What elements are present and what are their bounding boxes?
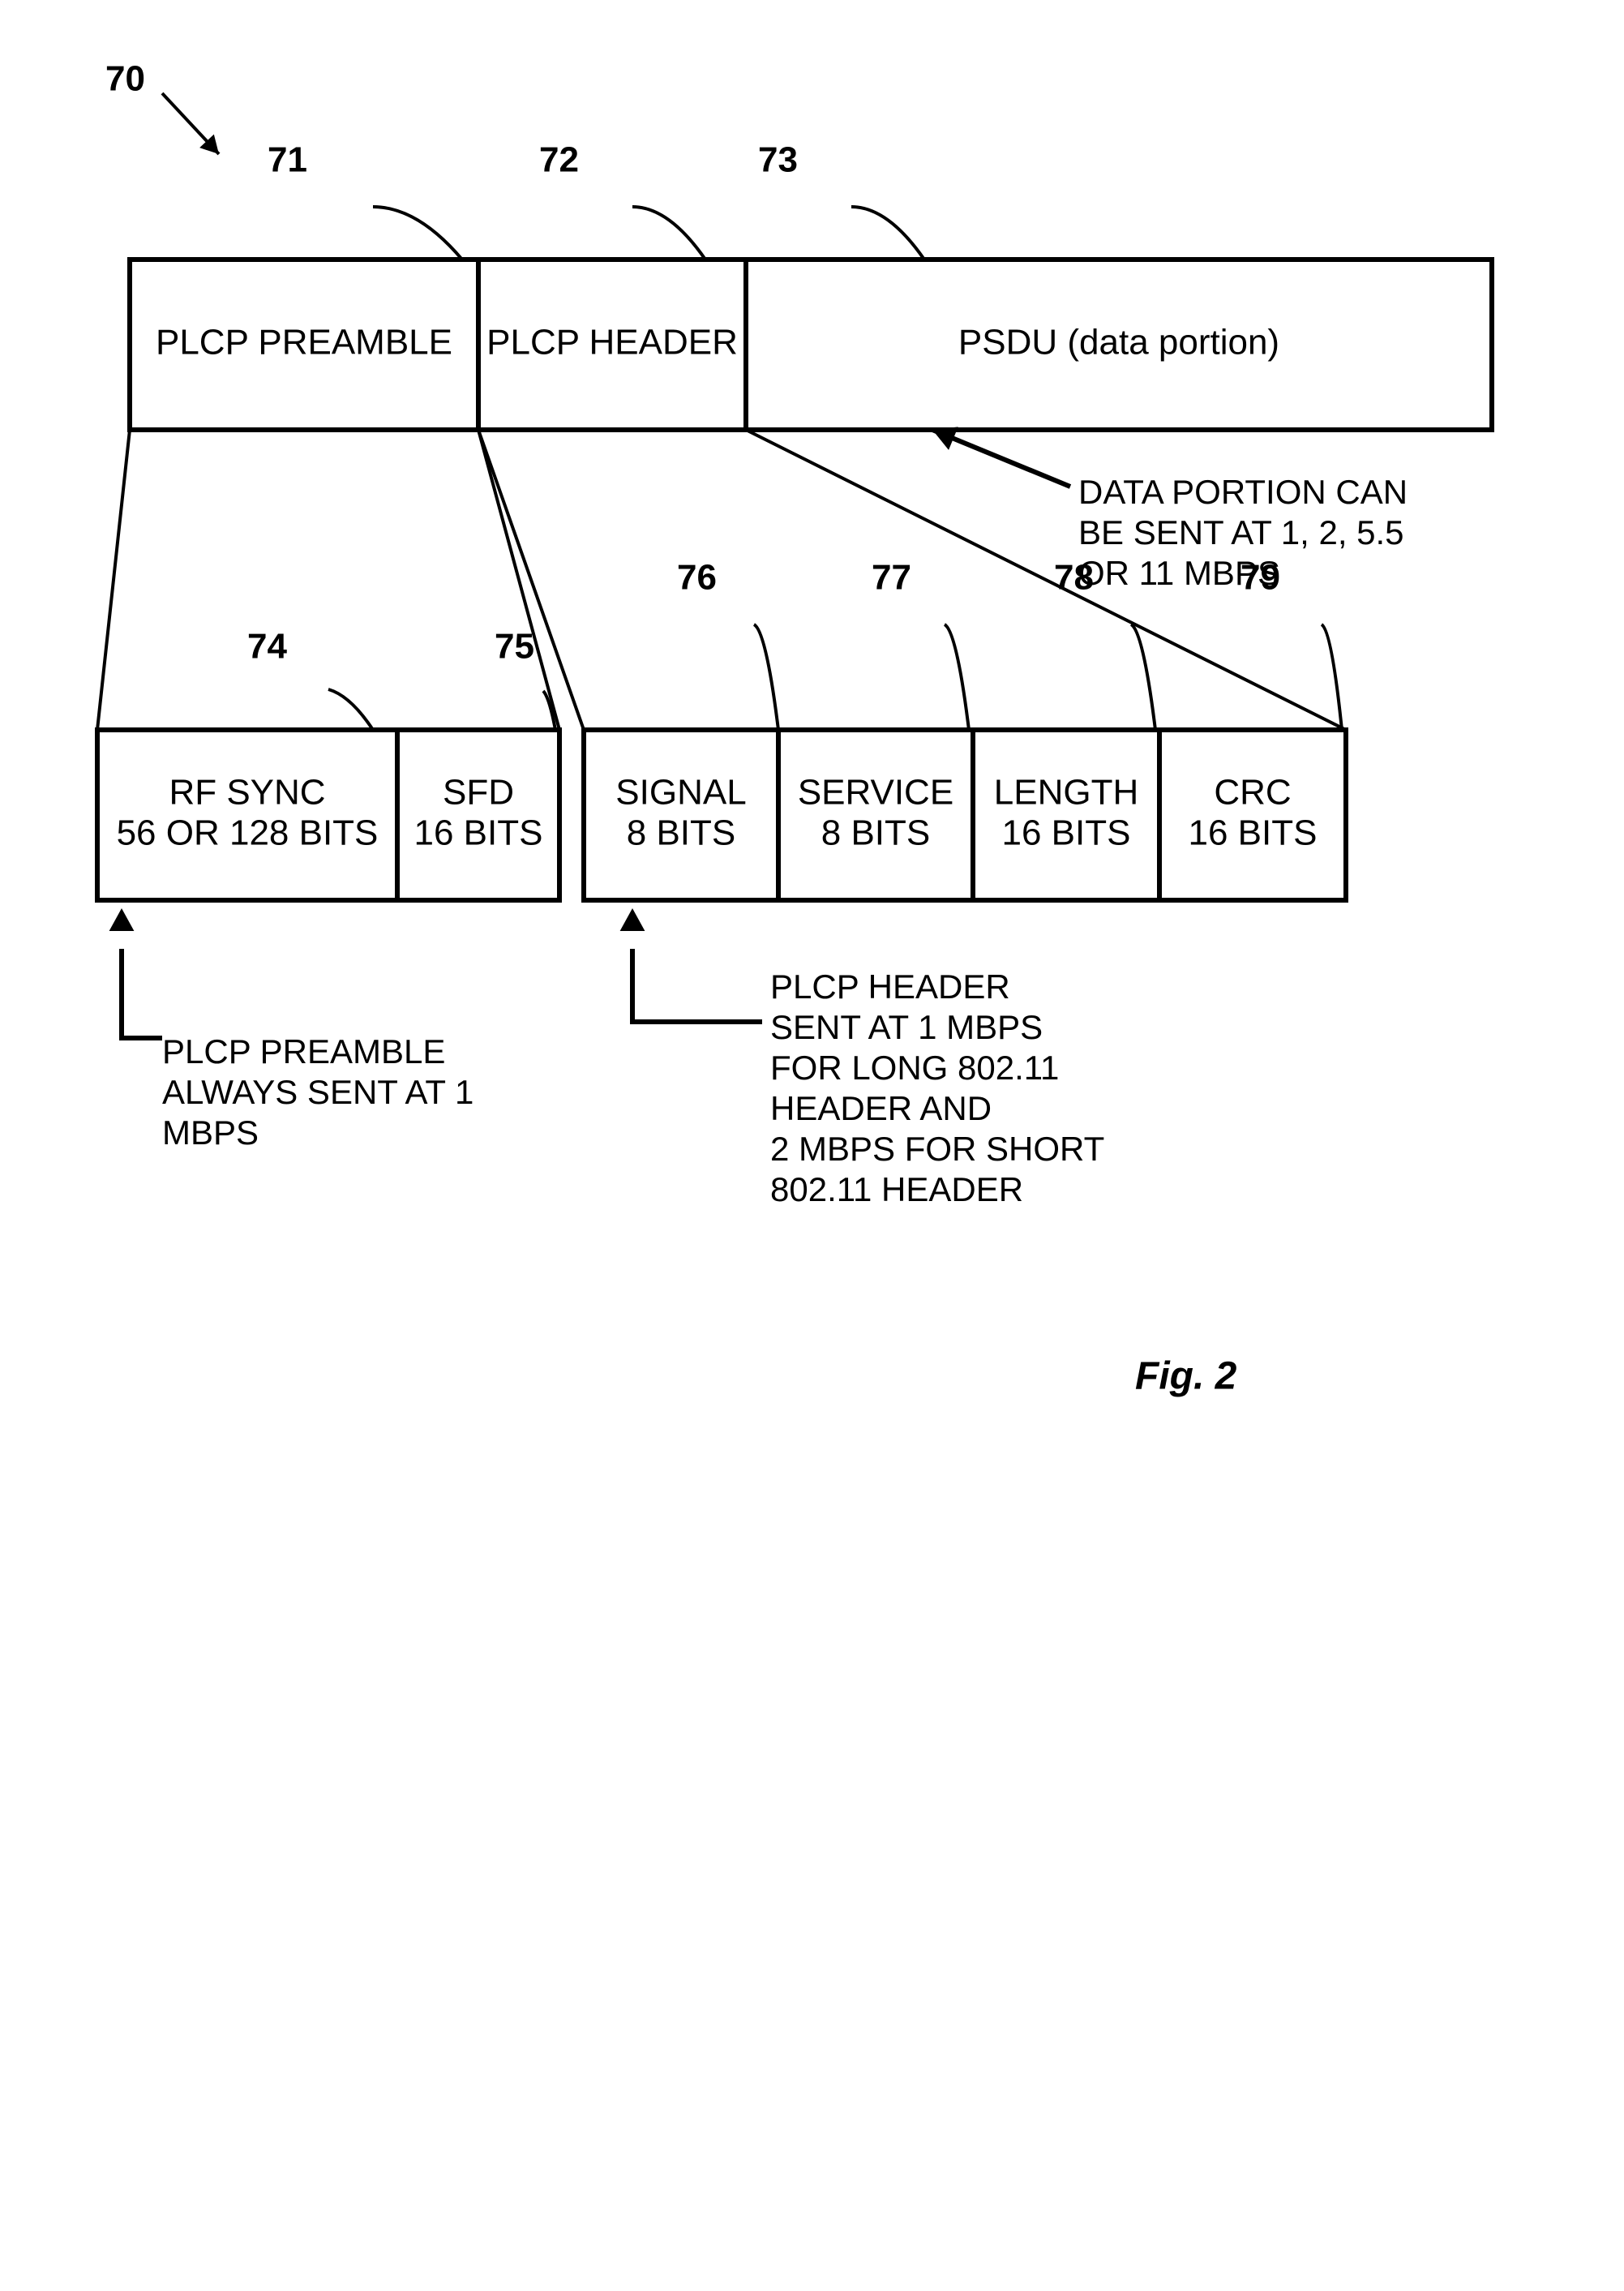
- bottom-label-79-l0: CRC: [1214, 773, 1291, 813]
- ann-header-l5: 802.11 HEADER: [770, 1170, 1023, 1208]
- callout-76: 76: [677, 558, 717, 598]
- ann-preamble-l0: PLCP PREAMBLE: [162, 1032, 445, 1070]
- ann-header-l3: HEADER AND: [770, 1089, 992, 1127]
- bottom-label-75-l0: SFD: [443, 773, 514, 813]
- expansion-line: [478, 430, 584, 730]
- callout-74: 74: [247, 627, 287, 667]
- callout-75: 75: [495, 627, 534, 667]
- figure-number-70: 70: [105, 59, 145, 99]
- ann-data-portion-l0: DATA PORTION CAN: [1078, 473, 1408, 511]
- ann-preamble-l1: ALWAYS SENT AT 1: [162, 1073, 473, 1111]
- ann-data-portion-l1: BE SENT AT 1, 2, 5.5: [1078, 513, 1404, 551]
- bottom-label-76-l1: 8 BITS: [627, 813, 736, 853]
- ann-header-l4: 2 MBPS FOR SHORT: [770, 1130, 1104, 1168]
- callout-72: 72: [539, 140, 579, 180]
- ann-header-l1: SENT AT 1 MBPS: [770, 1008, 1043, 1046]
- bottom-label-76-l0: SIGNAL: [615, 773, 746, 813]
- callout-73: 73: [758, 140, 798, 180]
- bottom-label-74-l0: RF SYNC: [169, 773, 325, 813]
- bottom-label-75-l1: 16 BITS: [414, 813, 543, 853]
- callout-71: 71: [268, 140, 307, 180]
- ann-data-portion-l2: OR 11 MBPS: [1078, 554, 1280, 592]
- bottom-label-78-l0: LENGTH: [994, 773, 1138, 813]
- ann-header-l2: FOR LONG 802.11: [770, 1049, 1059, 1087]
- bottom-label-77-l1: 8 BITS: [821, 813, 931, 853]
- bottom-label-77-l0: SERVICE: [798, 773, 953, 813]
- top-label-71: PLCP PREAMBLE: [156, 323, 452, 363]
- ann-preamble-l2: MBPS: [162, 1113, 259, 1152]
- top-label-73: PSDU (data portion): [958, 323, 1279, 363]
- ann-header-l0: PLCP HEADER: [770, 967, 1010, 1006]
- bottom-label-74-l1: 56 OR 128 BITS: [117, 813, 379, 853]
- expansion-line: [478, 430, 559, 730]
- expansion-line: [97, 430, 130, 730]
- figure-label: Fig. 2: [1135, 1355, 1237, 1398]
- bottom-label-78-l1: 16 BITS: [1002, 813, 1131, 853]
- callout-77: 77: [872, 558, 911, 598]
- top-label-72: PLCP HEADER: [486, 323, 738, 363]
- bottom-label-79-l1: 16 BITS: [1189, 813, 1318, 853]
